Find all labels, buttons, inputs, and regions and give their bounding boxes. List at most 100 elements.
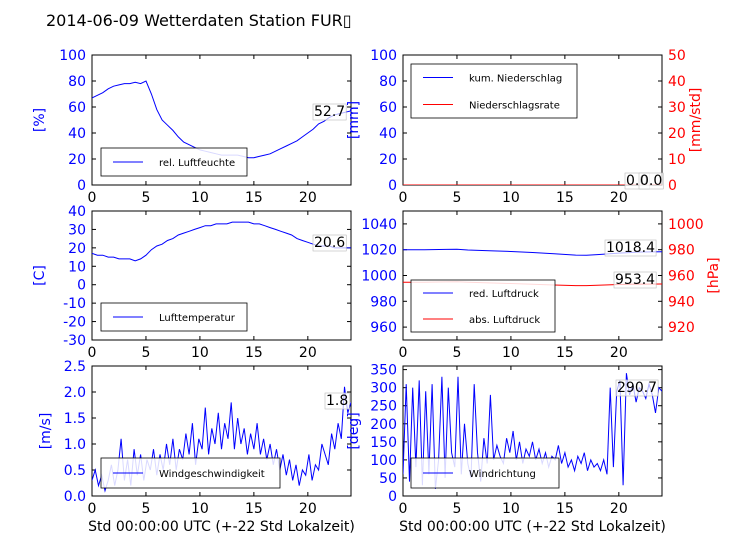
x-tick-label: 0 bbox=[88, 190, 97, 206]
x-tick-label: 0 bbox=[399, 501, 408, 517]
x-tick-label: 10 bbox=[502, 345, 520, 361]
y-tick-label: 80 bbox=[68, 74, 86, 90]
y-axis-label: [deg] bbox=[346, 412, 362, 449]
plot-frame bbox=[402, 365, 663, 497]
y-tick-label: 100 bbox=[370, 453, 397, 469]
x-axis-label: Std 00:00:00 UTC (+-22 Std Lokalzeit) bbox=[88, 519, 355, 535]
y-right-tick-label: 1000 bbox=[668, 217, 704, 233]
value-annotation-2: 0.0 bbox=[640, 173, 662, 189]
y-right-tick-label: 0 bbox=[668, 178, 677, 194]
y-right-axis-label: [hPa] bbox=[706, 257, 722, 293]
panel-humidity: 0 5 10 15 20 0 20 40 60 80 100 [%] rel. Luftfeuchte 5… bbox=[32, 48, 352, 206]
y-tick-label: 200 bbox=[370, 417, 397, 433]
value-annotation: 290.7 bbox=[617, 380, 657, 396]
legend-box bbox=[410, 63, 578, 119]
y-tick-label: 100 bbox=[59, 48, 86, 64]
x-tick-label: 10 bbox=[191, 501, 209, 517]
value-annotation-2: 953.4 bbox=[615, 272, 655, 288]
y-tick-label: 60 bbox=[68, 100, 86, 116]
y-tick-label: 980 bbox=[370, 294, 397, 310]
panel-pressure: 0 5 10 15 20 960 980 1000 1020 1040 920 940 960 980 10… bbox=[361, 210, 722, 361]
y-tick-label: 20 bbox=[68, 152, 86, 168]
x-tick-label: 5 bbox=[141, 501, 150, 517]
x-tick-label: 10 bbox=[502, 190, 520, 206]
x-tick-label: 15 bbox=[556, 501, 574, 517]
y-axis-label: [m/s] bbox=[38, 413, 54, 450]
x-tick-label: 20 bbox=[610, 190, 628, 206]
y-tick-label: 0 bbox=[77, 278, 86, 294]
series-line-0 bbox=[92, 80, 351, 159]
y-axis-label: [C] bbox=[32, 265, 48, 286]
y-tick-label: 40 bbox=[68, 126, 86, 142]
value-annotation: 1.8 bbox=[326, 393, 348, 409]
y-tick-label: 1040 bbox=[361, 217, 397, 233]
legend-box bbox=[410, 279, 556, 333]
plot-frame bbox=[91, 54, 352, 186]
y-tick-label: 150 bbox=[370, 435, 397, 451]
x-tick-label: 0 bbox=[88, 501, 97, 517]
y-tick-label: 0.5 bbox=[64, 463, 86, 479]
x-tick-label: 10 bbox=[191, 190, 209, 206]
x-tick-label: 10 bbox=[502, 501, 520, 517]
y-tick-label: 40 bbox=[68, 204, 86, 220]
y-tick-label: 350 bbox=[370, 363, 397, 379]
y-right-tick-label: 940 bbox=[668, 294, 695, 310]
series-line-0 bbox=[92, 221, 351, 262]
y-tick-label: 30 bbox=[68, 222, 86, 238]
y-tick-label: 20 bbox=[68, 241, 86, 257]
legend-label: kum. Niederschlag bbox=[469, 74, 562, 85]
figure-title: 2014-06-09 Wetterdaten Station FUR▯ bbox=[46, 11, 352, 30]
x-axis-label: Std 00:00:00 UTC (+-22 Std Lokalzeit) bbox=[399, 519, 666, 535]
x-tick-label: 15 bbox=[245, 345, 263, 361]
y-tick-label: 300 bbox=[370, 381, 397, 397]
value-annotation: 20.6 bbox=[314, 235, 345, 251]
x-tick-label: 10 bbox=[191, 345, 209, 361]
value-annotation: 1018.4 bbox=[606, 240, 655, 256]
y-right-axis-label: [mm/std] bbox=[688, 88, 704, 153]
y-tick-label: 1.5 bbox=[64, 411, 86, 427]
x-tick-label: 0 bbox=[399, 345, 408, 361]
legend-label: red. Luftdruck bbox=[469, 289, 539, 300]
y-tick-label: 250 bbox=[370, 399, 397, 415]
y-right-tick-label: 10 bbox=[668, 152, 686, 168]
legend-label: Windrichtung bbox=[469, 469, 536, 480]
x-tick-label: 0 bbox=[88, 345, 97, 361]
y-right-tick-label: 50 bbox=[668, 48, 686, 64]
legend-label: Lufttemperatur bbox=[159, 313, 236, 324]
x-tick-label: 15 bbox=[556, 190, 574, 206]
y-tick-label: 1.0 bbox=[64, 437, 86, 453]
y-tick-label: 0 bbox=[388, 178, 397, 194]
legend-label: Windgeschwindigkeit bbox=[159, 469, 265, 480]
y-tick-label: 1020 bbox=[361, 243, 397, 259]
y-right-tick-label: 40 bbox=[668, 74, 686, 90]
y-right-tick-label: 920 bbox=[668, 320, 695, 336]
y-tick-label: 40 bbox=[379, 126, 397, 142]
x-tick-label: 20 bbox=[299, 501, 317, 517]
y-axis-label: [mm] bbox=[346, 101, 362, 139]
panel-temperature: 0 5 10 15 20 -30 -20 -10 0 10 20 30 40 [C] Lufttempera… bbox=[32, 204, 352, 361]
y-right-tick-label: 980 bbox=[668, 243, 695, 259]
x-tick-label: 20 bbox=[610, 345, 628, 361]
y-tick-label: 100 bbox=[370, 48, 397, 64]
x-tick-label: 5 bbox=[452, 345, 461, 361]
panel-precipitation: 0 5 10 15 20 0 20 40 60 80 100 0 10 20 30 40 50 [mm] [mm/s… bbox=[346, 48, 704, 206]
legend-label: Niederschlagsrate bbox=[469, 101, 560, 112]
y-tick-label: 0.0 bbox=[64, 489, 86, 505]
y-tick-label: 60 bbox=[379, 100, 397, 116]
y-tick-label: 2.0 bbox=[64, 385, 86, 401]
x-tick-label: 5 bbox=[452, 501, 461, 517]
x-tick-label: 15 bbox=[245, 501, 263, 517]
x-tick-label: 20 bbox=[299, 190, 317, 206]
x-tick-label: 5 bbox=[141, 345, 150, 361]
y-right-tick-label: 20 bbox=[668, 126, 686, 142]
y-tick-label: 1000 bbox=[361, 269, 397, 285]
y-tick-label: 50 bbox=[379, 471, 397, 487]
y-right-tick-label: 30 bbox=[668, 100, 686, 116]
x-tick-label: 15 bbox=[556, 345, 574, 361]
panel-windspeed: 0 5 10 15 20 0.0 0.5 1.0 1.5 2.0 2.5 [m/s] Std 00:00… bbox=[38, 359, 355, 535]
x-tick-label: 0 bbox=[399, 190, 408, 206]
y-axis-label: [%] bbox=[32, 108, 48, 132]
y-tick-label: -10 bbox=[63, 296, 86, 312]
y-tick-label: 960 bbox=[370, 320, 397, 336]
